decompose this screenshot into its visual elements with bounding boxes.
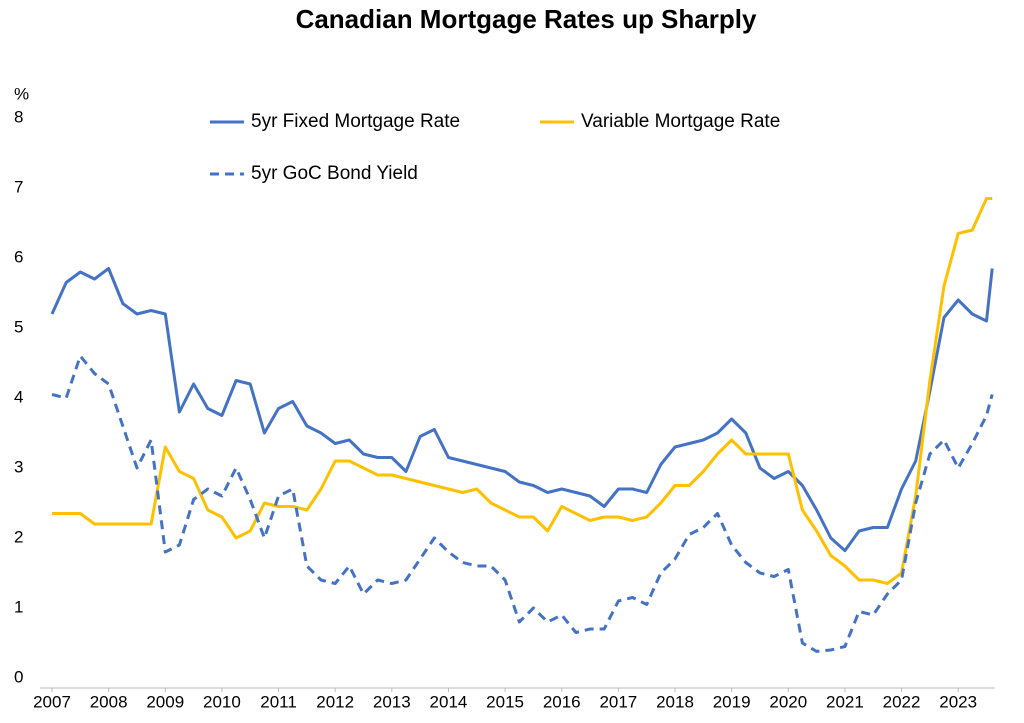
x-tick-label: 2022 (883, 692, 921, 711)
y-tick-label: 5 (14, 317, 23, 336)
y-tick-label: 8 (14, 107, 23, 126)
x-tick-label: 2018 (656, 692, 694, 711)
x-tick-label: 2014 (430, 692, 468, 711)
y-tick-label: 6 (14, 247, 23, 266)
x-tick-label: 2012 (316, 692, 354, 711)
x-tick-label: 2019 (713, 692, 751, 711)
x-tick-label: 2021 (826, 692, 864, 711)
x-tick-label: 2017 (599, 692, 637, 711)
y-tick-label: 3 (14, 457, 23, 476)
x-tick-label: 2011 (260, 692, 297, 711)
y-tick-label: 7 (14, 177, 23, 196)
x-tick-label: 2010 (203, 692, 241, 711)
line-series (51, 354, 994, 653)
x-tick-label: 2016 (543, 692, 581, 711)
x-tick-label: 2020 (769, 692, 807, 711)
x-tick-label: 2023 (939, 692, 977, 711)
y-axis-label: % (14, 84, 29, 103)
y-tick-label: 4 (14, 387, 23, 406)
y-tick-label: 1 (14, 597, 23, 616)
legend-label: Variable Mortgage Rate (581, 111, 780, 132)
legend-label: 5yr Fixed Mortgage Rate (251, 111, 460, 132)
y-tick-label: 2 (14, 527, 23, 546)
chart-title: Canadian Mortgage Rates up Sharply (296, 4, 757, 34)
y-tick-label: 0 (14, 667, 23, 686)
x-tick-label: 2015 (486, 692, 524, 711)
x-tick-label: 2007 (33, 692, 71, 711)
line-series (52, 197, 993, 585)
x-tick-label: 2008 (90, 692, 128, 711)
line-series (50, 267, 994, 553)
legend-label: 5yr GoC Bond Yield (251, 163, 418, 184)
x-tick-label: 2009 (146, 692, 184, 711)
x-tick-label: 2013 (373, 692, 411, 711)
